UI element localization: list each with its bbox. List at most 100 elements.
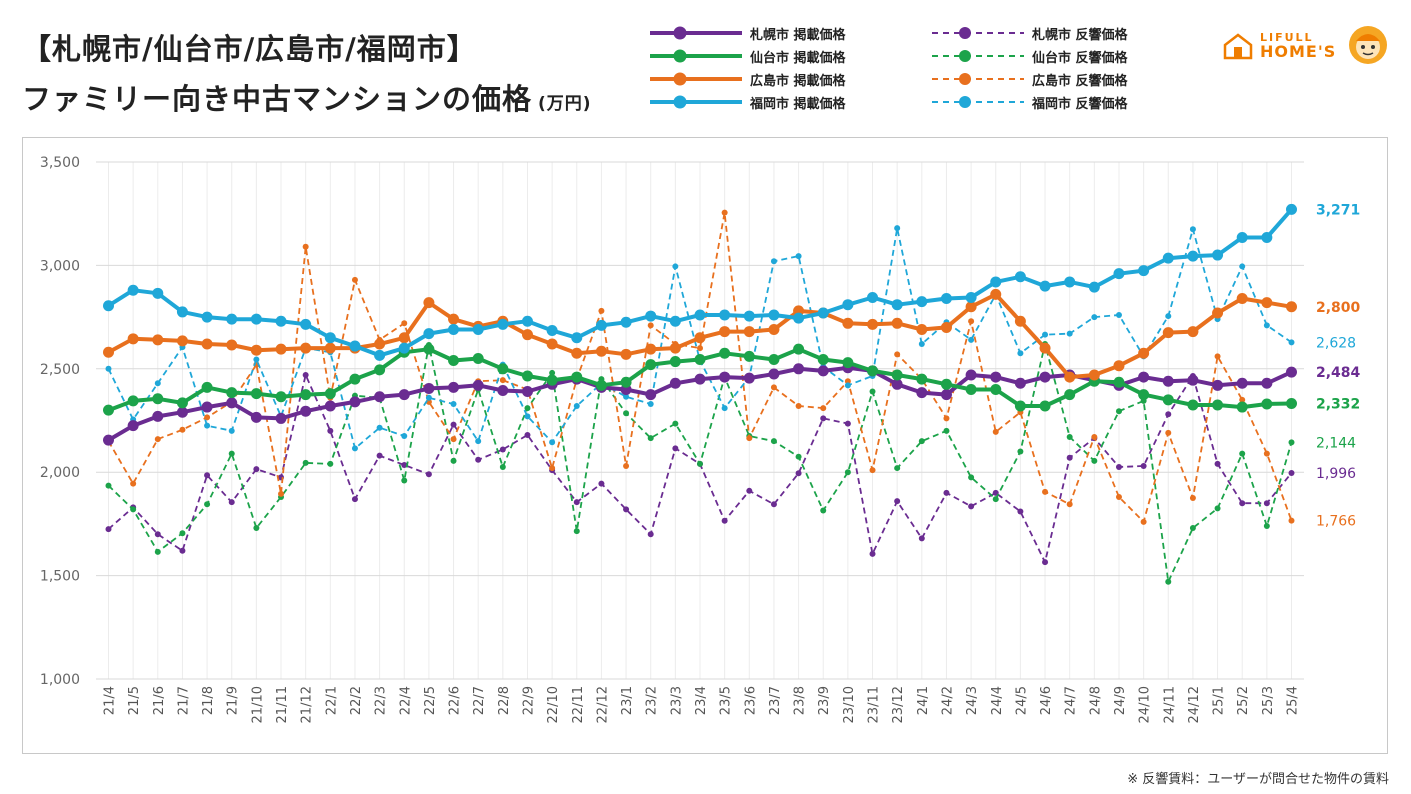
- legend-marker: [673, 26, 687, 40]
- y-tick-label: 3,500: [40, 155, 80, 171]
- legend-swatch: [932, 50, 1024, 62]
- data-point: [278, 490, 285, 497]
- data-point: [743, 326, 755, 338]
- y-tick-label: 2,500: [40, 362, 80, 378]
- data-point: [869, 550, 876, 557]
- x-tick-label: 22/8: [497, 686, 512, 715]
- end-value-label: 2,332: [1316, 397, 1360, 413]
- data-point: [472, 324, 484, 336]
- data-point: [275, 412, 287, 424]
- legend-item[interactable]: 広島市 掲載価格: [648, 68, 846, 90]
- x-tick-label: 25/2: [1236, 686, 1251, 715]
- series-inquiry-6: [105, 209, 1295, 525]
- data-point: [918, 340, 925, 347]
- chart-title: ファミリー向き中古マンションの価格: [22, 82, 533, 116]
- data-point: [154, 531, 161, 538]
- data-point: [448, 355, 460, 367]
- data-point: [1014, 377, 1026, 389]
- data-point: [1239, 263, 1246, 270]
- x-tick-label: 23/11: [867, 686, 882, 723]
- data-point: [226, 313, 238, 325]
- x-tick-label: 24/7: [1064, 686, 1079, 715]
- data-point: [1091, 457, 1098, 464]
- x-tick-label: 21/9: [226, 686, 241, 715]
- unit-label: (万円): [538, 94, 592, 114]
- data-point: [130, 480, 137, 487]
- legend-item[interactable]: 仙台市 反響価格: [930, 45, 1128, 67]
- data-point: [1189, 525, 1196, 532]
- legend-label: 仙台市 掲載価格: [750, 50, 846, 66]
- data-point: [154, 380, 161, 387]
- data-point: [918, 535, 925, 542]
- data-point: [1138, 389, 1150, 401]
- data-point: [423, 343, 435, 355]
- data-point: [968, 474, 975, 481]
- home-icon: [1223, 33, 1253, 60]
- data-point: [179, 426, 186, 433]
- data-point: [499, 446, 506, 453]
- data-point: [573, 499, 580, 506]
- series-inquiry-5: [105, 340, 1295, 585]
- data-point: [1066, 454, 1073, 461]
- data-point: [1239, 396, 1246, 403]
- legend-swatch: [932, 27, 1024, 39]
- plot-frame: [22, 137, 1388, 754]
- data-point: [226, 397, 238, 409]
- data-point: [201, 311, 213, 323]
- data-point: [448, 324, 460, 336]
- legend-item[interactable]: 福岡市 掲載価格: [648, 91, 846, 113]
- data-point: [940, 292, 952, 304]
- data-point: [795, 403, 802, 410]
- data-point: [647, 322, 654, 329]
- legend-label: 広島市 掲載価格: [750, 73, 846, 89]
- data-point: [300, 318, 312, 330]
- data-point: [965, 383, 977, 395]
- data-point: [968, 318, 975, 325]
- data-point: [423, 328, 435, 340]
- data-point: [867, 365, 879, 377]
- data-point: [1138, 371, 1150, 383]
- data-point: [127, 284, 139, 296]
- legend-label: 札幌市 反響価格: [1032, 27, 1128, 43]
- legend-item[interactable]: 広島市 反響価格: [930, 68, 1128, 90]
- x-tick-label: 21/8: [201, 686, 216, 715]
- data-point: [571, 347, 583, 359]
- x-tick-label: 22/3: [374, 686, 389, 715]
- data-point: [1042, 331, 1049, 338]
- legend-item[interactable]: 仙台市 掲載価格: [648, 45, 846, 67]
- data-point: [1189, 226, 1196, 233]
- legend-item[interactable]: 札幌市 反響価格: [930, 22, 1128, 44]
- data-point: [152, 393, 164, 405]
- data-point: [721, 209, 728, 216]
- data-point: [226, 339, 238, 351]
- data-point: [1017, 448, 1024, 455]
- x-tick-label: 24/1: [916, 686, 931, 715]
- legend-item[interactable]: 福岡市 反響価格: [930, 91, 1128, 113]
- legend-item[interactable]: 札幌市 掲載価格: [648, 22, 846, 44]
- logo-text-line1: LIFULL: [1260, 31, 1314, 44]
- data-point: [351, 445, 358, 452]
- data-point: [152, 287, 164, 299]
- data-point: [1187, 374, 1199, 386]
- data-point: [1115, 408, 1122, 415]
- data-point: [1286, 203, 1297, 215]
- data-point: [130, 506, 137, 513]
- data-point: [324, 332, 336, 344]
- data-point: [598, 307, 605, 314]
- legend-marker: [673, 95, 687, 109]
- x-tick-label: 22/12: [595, 686, 610, 723]
- data-point: [1140, 518, 1147, 525]
- data-point: [1165, 411, 1172, 418]
- data-point: [1017, 350, 1024, 357]
- data-point: [105, 365, 112, 372]
- data-point: [940, 321, 952, 333]
- x-tick-label: 21/4: [103, 686, 118, 715]
- data-point: [645, 310, 657, 322]
- data-point: [204, 414, 211, 421]
- data-point: [1064, 389, 1076, 401]
- x-tick-label: 24/6: [1039, 686, 1054, 715]
- data-point: [1212, 379, 1224, 391]
- x-tick-label: 24/3: [965, 686, 980, 715]
- data-point: [867, 318, 879, 330]
